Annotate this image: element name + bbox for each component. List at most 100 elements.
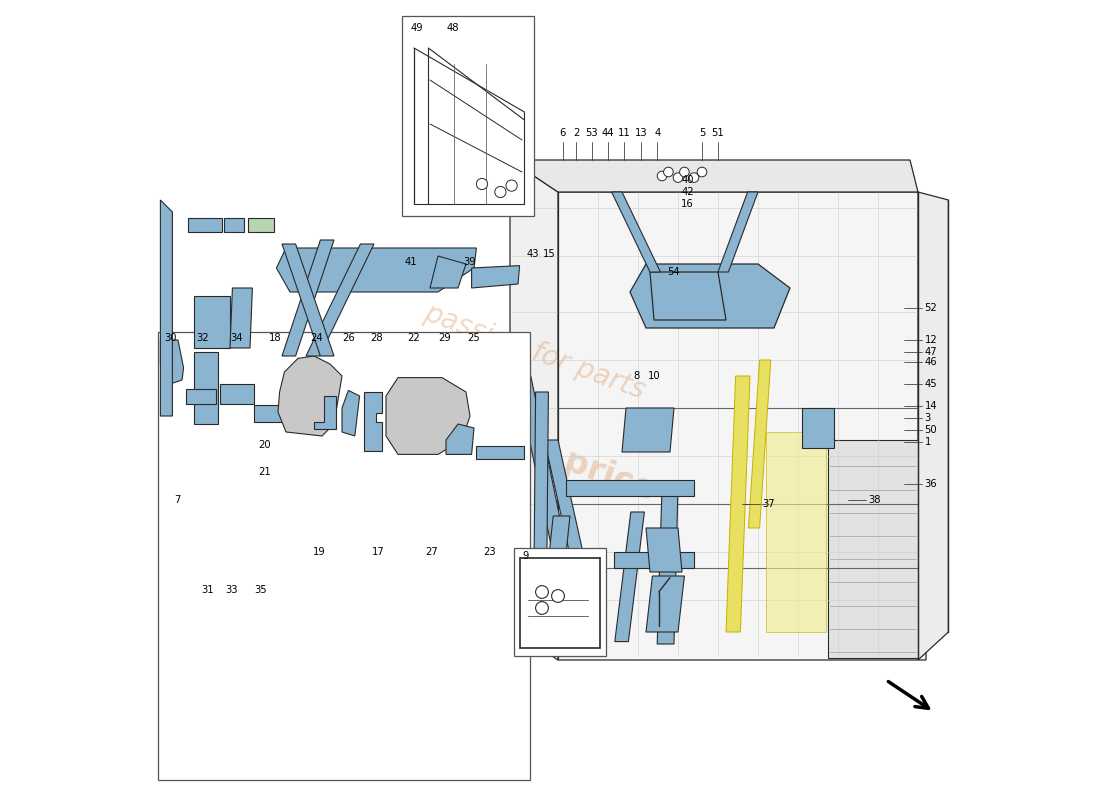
Polygon shape xyxy=(544,440,603,642)
Polygon shape xyxy=(630,264,790,328)
Text: 15: 15 xyxy=(542,250,556,259)
Text: 30: 30 xyxy=(165,333,177,342)
Circle shape xyxy=(690,173,698,182)
Text: 46: 46 xyxy=(924,358,937,367)
Circle shape xyxy=(680,167,690,177)
Text: 29: 29 xyxy=(438,333,451,342)
Circle shape xyxy=(536,602,549,614)
Polygon shape xyxy=(646,528,682,572)
Text: 12: 12 xyxy=(924,335,937,345)
Text: 49: 49 xyxy=(410,23,422,33)
Polygon shape xyxy=(614,552,694,568)
Text: 1: 1 xyxy=(924,438,931,447)
Text: 42: 42 xyxy=(681,187,694,197)
Text: 25: 25 xyxy=(468,333,481,342)
Text: 53: 53 xyxy=(585,128,598,138)
Polygon shape xyxy=(446,424,474,454)
Text: 47: 47 xyxy=(924,347,937,357)
Polygon shape xyxy=(194,352,218,424)
Text: 52: 52 xyxy=(924,303,937,313)
Polygon shape xyxy=(342,390,360,436)
Polygon shape xyxy=(748,360,771,528)
Bar xyxy=(402,16,534,216)
Text: 5: 5 xyxy=(698,128,705,138)
Polygon shape xyxy=(650,272,726,320)
Text: 19: 19 xyxy=(314,547,326,557)
Text: 10: 10 xyxy=(648,371,660,381)
Text: 8: 8 xyxy=(634,371,639,381)
Text: 22: 22 xyxy=(408,333,420,342)
Circle shape xyxy=(551,590,564,602)
Polygon shape xyxy=(828,440,918,658)
Polygon shape xyxy=(510,160,558,660)
Circle shape xyxy=(536,586,549,598)
Polygon shape xyxy=(314,396,336,429)
Polygon shape xyxy=(549,516,570,554)
Text: click for price: click for price xyxy=(408,389,660,507)
Polygon shape xyxy=(476,446,525,459)
Circle shape xyxy=(663,167,673,177)
Text: 21: 21 xyxy=(258,467,271,477)
Text: 9: 9 xyxy=(522,551,528,561)
Text: 4: 4 xyxy=(654,128,660,138)
Polygon shape xyxy=(306,244,374,356)
Polygon shape xyxy=(276,248,476,292)
Polygon shape xyxy=(224,218,244,232)
Polygon shape xyxy=(282,244,334,356)
Polygon shape xyxy=(278,356,342,436)
Text: 40: 40 xyxy=(681,175,694,185)
Text: 35: 35 xyxy=(254,586,266,595)
Text: 37: 37 xyxy=(762,499,774,509)
Text: 14: 14 xyxy=(924,402,937,411)
Text: 20: 20 xyxy=(258,440,271,450)
Polygon shape xyxy=(386,378,470,454)
Polygon shape xyxy=(918,192,948,660)
Polygon shape xyxy=(161,340,184,384)
Text: 7: 7 xyxy=(174,495,180,505)
Text: 27: 27 xyxy=(426,547,438,557)
Text: 11: 11 xyxy=(618,128,630,138)
Polygon shape xyxy=(282,240,334,356)
Polygon shape xyxy=(802,408,834,448)
Polygon shape xyxy=(615,512,645,642)
Polygon shape xyxy=(766,432,826,632)
Polygon shape xyxy=(558,192,926,660)
Bar xyxy=(158,332,530,780)
Polygon shape xyxy=(364,392,382,451)
Polygon shape xyxy=(186,389,216,404)
Text: 3: 3 xyxy=(924,414,931,423)
Text: passion for parts: passion for parts xyxy=(419,299,648,405)
Text: 50: 50 xyxy=(924,426,937,435)
Text: 13: 13 xyxy=(635,128,648,138)
Polygon shape xyxy=(646,576,684,632)
Text: 33: 33 xyxy=(226,586,238,595)
Polygon shape xyxy=(657,488,678,644)
Text: 32: 32 xyxy=(197,333,209,342)
Polygon shape xyxy=(718,192,758,272)
Polygon shape xyxy=(161,200,173,416)
Text: 38: 38 xyxy=(868,495,881,505)
Polygon shape xyxy=(188,218,222,232)
Polygon shape xyxy=(220,384,254,404)
Polygon shape xyxy=(430,256,466,288)
Polygon shape xyxy=(534,392,549,568)
Text: 36: 36 xyxy=(924,479,937,489)
Text: 43: 43 xyxy=(526,250,539,259)
Text: 31: 31 xyxy=(201,586,213,595)
Polygon shape xyxy=(194,296,230,348)
Circle shape xyxy=(495,186,506,198)
Text: 34: 34 xyxy=(230,333,243,342)
Circle shape xyxy=(476,178,487,190)
Text: 28: 28 xyxy=(370,333,383,342)
Circle shape xyxy=(697,167,707,177)
Polygon shape xyxy=(230,288,252,348)
Polygon shape xyxy=(621,408,674,452)
Polygon shape xyxy=(314,248,329,266)
Circle shape xyxy=(657,171,667,181)
Polygon shape xyxy=(254,405,310,422)
Text: 39: 39 xyxy=(464,258,476,267)
Text: 2: 2 xyxy=(573,128,580,138)
Text: 16: 16 xyxy=(681,199,694,209)
Text: 48: 48 xyxy=(447,23,459,33)
Text: 23: 23 xyxy=(483,547,495,557)
